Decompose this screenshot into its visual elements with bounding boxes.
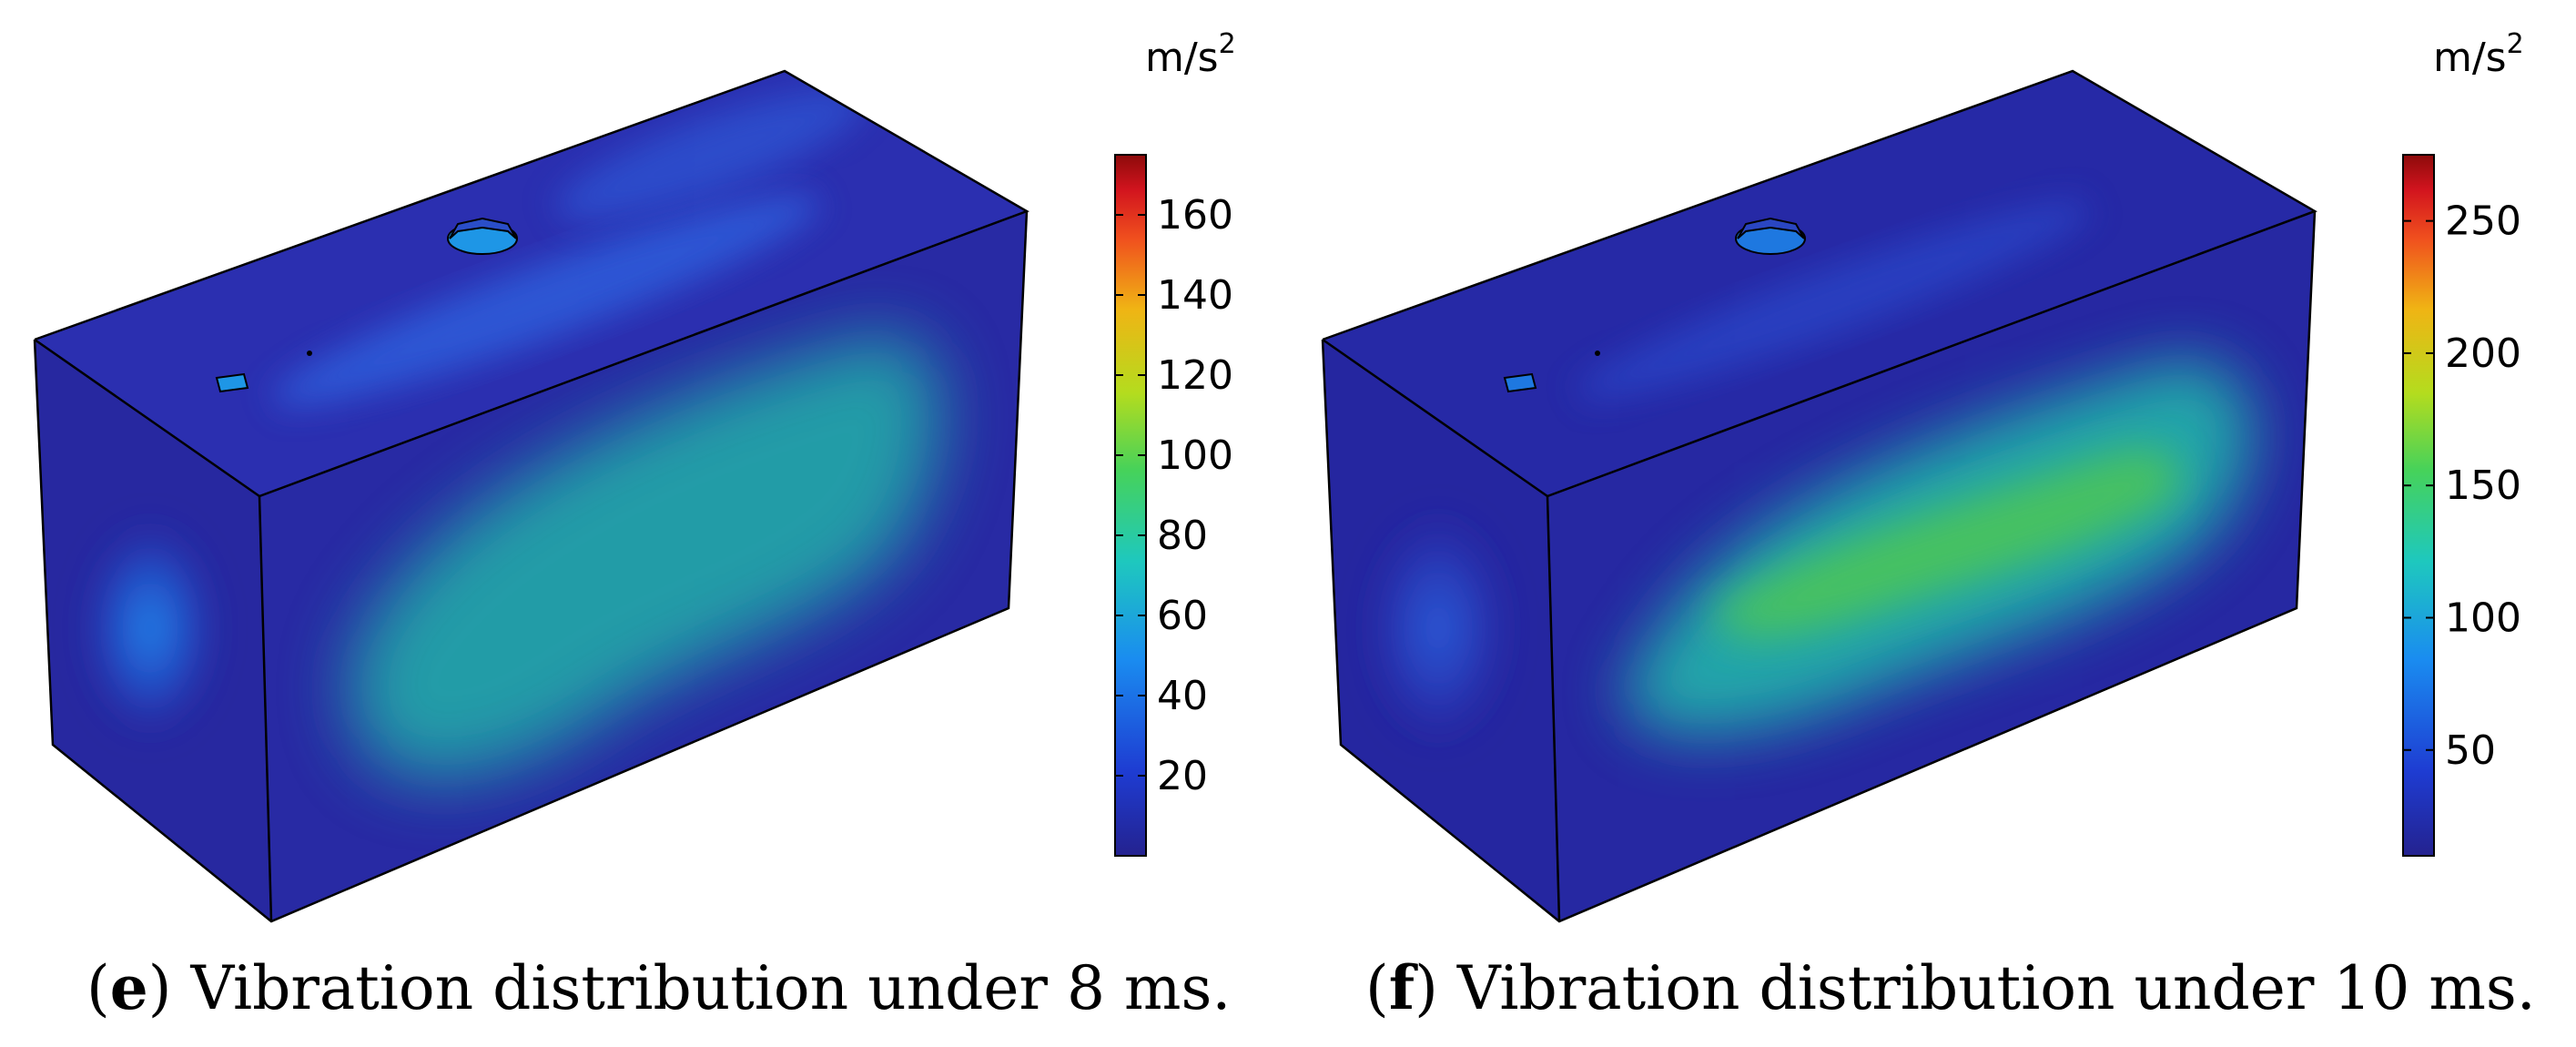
- caption-text: Vibration distribution under 10 ms.: [1456, 953, 2536, 1023]
- colorbar-tick-label: 250: [2445, 198, 2521, 245]
- caption-e: (e) Vibration distribution under 8 ms.: [86, 952, 1232, 1023]
- colorbar-tick-label: 100: [1157, 432, 1233, 479]
- colorbar-tick-label: 100: [2445, 595, 2521, 641]
- colorbar-tick-label: 60: [1157, 593, 1208, 639]
- box-front-edge: [258, 495, 273, 922]
- caption-text: Vibration distribution under 8 ms.: [190, 953, 1232, 1023]
- colorbar-tick-label: 160: [1157, 192, 1233, 239]
- small-fitting: [1503, 351, 1600, 393]
- colorbar-tick-label: 200: [2445, 330, 2521, 377]
- vibration-core: [1716, 449, 2180, 637]
- colorbar-gradient: [1114, 154, 1147, 857]
- port-feature: [447, 217, 518, 255]
- panel-e: m/s2 20 40 60 80 100 120 140 160 (e) Vibration …: [33, 28, 1236, 1023]
- colorbar-e: m/s2 20 40 60 80 100 120 140 160: [1114, 28, 1236, 857]
- colorbar-unit: m/s2: [1145, 28, 1236, 81]
- colorbar-gradient: [2402, 154, 2435, 857]
- colorbar-unit: m/s2: [2433, 28, 2524, 81]
- colorbar-tick-label: 80: [1157, 513, 1208, 559]
- colorbar-tick-label: 140: [1157, 272, 1233, 319]
- colorbar-f: m/s2 50 100 150 200 250: [2402, 28, 2524, 857]
- colorbar-tick-label: 40: [1157, 673, 1208, 719]
- panel-f: m/s2 50 100 150 200 250 (f) Vibration distri…: [1288, 0, 2576, 1047]
- caption-letter: e: [109, 952, 148, 1023]
- colorbar-tick-label: 50: [2445, 727, 2496, 774]
- vibration-hotspot: [348, 335, 941, 779]
- colorbar-tick-label: 120: [1157, 352, 1233, 399]
- colorbar-ticks: 20 40 60 80 100 120 140 160: [1115, 192, 1233, 799]
- vibration-plot-e: m/s2 20 40 60 80 100 120 140 160: [33, 28, 1236, 923]
- colorbar-ticks: 50 100 150 200 250: [2403, 198, 2521, 774]
- colorbar-tick-label: 150: [2445, 463, 2521, 509]
- vibration-plot-f: m/s2 50 100 150 200 250: [1321, 28, 2524, 923]
- box-front-edge: [1546, 495, 1561, 922]
- caption-letter: f: [1388, 952, 1415, 1023]
- caption-f: (f) Vibration distribution under 10 ms.: [1365, 952, 2536, 1023]
- port-feature: [1735, 217, 1806, 255]
- small-fitting: [215, 351, 312, 393]
- colorbar-tick-label: 20: [1157, 753, 1208, 799]
